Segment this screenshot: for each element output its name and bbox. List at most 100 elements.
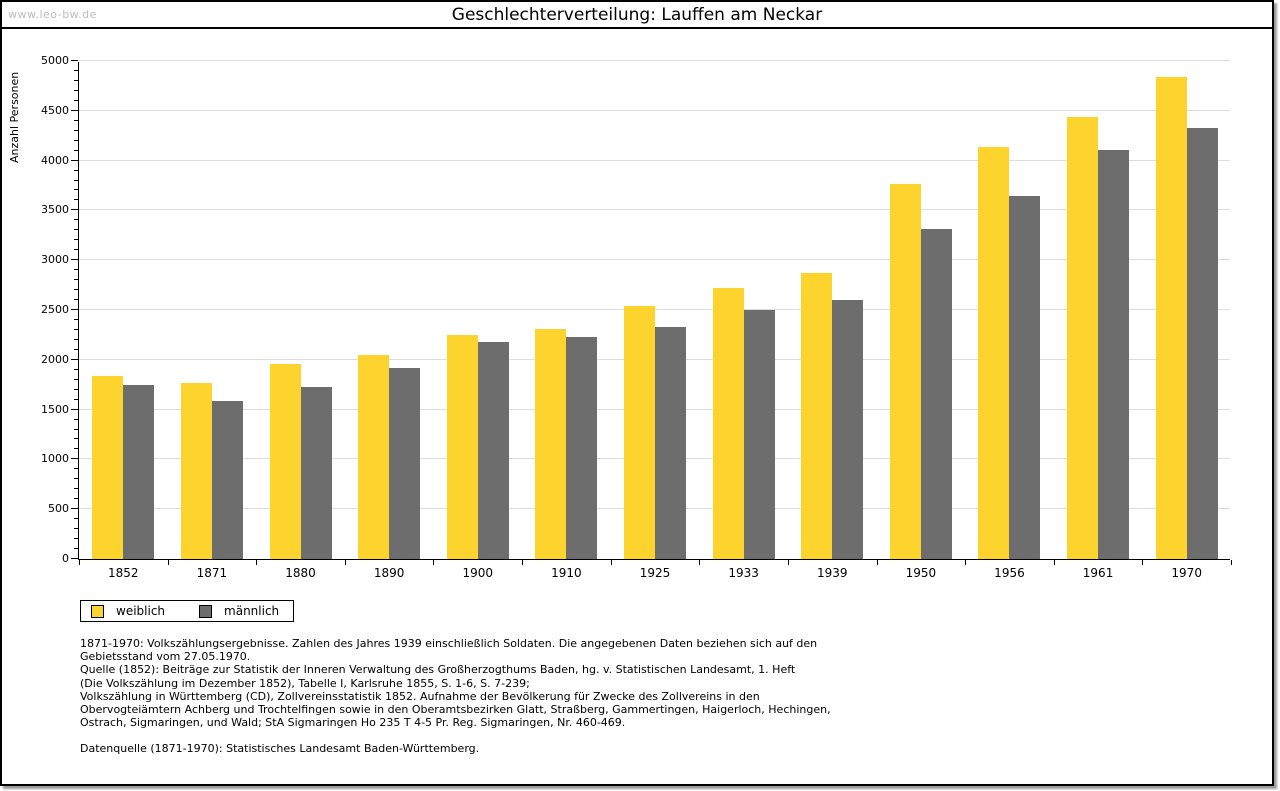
y-minor-tick [74, 398, 78, 400]
bar-weiblich [92, 375, 124, 559]
legend-item-weiblich: weiblich [91, 604, 165, 618]
y-minor-tick [74, 418, 78, 420]
legend: weiblich männlich [80, 600, 295, 622]
x-tick-label: 1956 [994, 566, 1025, 580]
y-gridline [79, 60, 1230, 61]
y-minor-tick [74, 538, 78, 540]
y-minor-tick [74, 438, 78, 440]
x-axis-tick [433, 560, 435, 565]
y-tick-label: 3500 [41, 203, 69, 217]
bar-maennlich [389, 367, 421, 559]
y-major-tick [71, 309, 78, 310]
bar-weiblich [978, 146, 1010, 559]
x-tick-label: 1925 [639, 566, 671, 580]
y-minor-tick [74, 498, 78, 500]
x-tick-label: 1910 [551, 566, 582, 580]
y-minor-tick [74, 229, 78, 231]
y-minor-tick [74, 338, 78, 340]
y-minor-tick [74, 488, 78, 490]
y-minor-tick [74, 99, 78, 101]
y-minor-tick [74, 548, 78, 550]
y-minor-tick [74, 388, 78, 390]
x-tick-label: 1900 [462, 566, 494, 580]
legend-swatch-icon [199, 604, 213, 618]
x-tick-label: 1852 [108, 566, 139, 580]
y-tick-label: 4500 [41, 103, 69, 117]
chart-title: Geschlechterverteilung: Lauffen am Necka… [451, 5, 823, 25]
bar-weiblich [358, 354, 390, 559]
y-minor-tick [74, 119, 78, 121]
bar-weiblich [624, 306, 655, 559]
chart-header: www.leo-bw.de Geschlechterverteilung: La… [2, 2, 1272, 29]
bar-weiblich [446, 334, 478, 559]
bar-maennlich [477, 341, 509, 559]
y-minor-tick [74, 69, 78, 71]
y-minor-tick [74, 239, 78, 241]
y-major-tick [71, 458, 78, 460]
y-minor-tick [74, 518, 78, 520]
x-axis-tick [1142, 560, 1144, 565]
bar-weiblich [712, 288, 744, 559]
y-major-tick [71, 408, 78, 410]
y-minor-tick [74, 328, 78, 330]
x-axis-tick [79, 560, 80, 565]
x-axis-tick [167, 560, 169, 565]
y-minor-tick [74, 348, 78, 350]
legend-swatch-icon [91, 604, 104, 618]
y-minor-tick [74, 318, 78, 320]
y-minor-tick [74, 269, 78, 271]
bar-maennlich [743, 310, 775, 559]
bar-maennlich [920, 229, 952, 559]
y-tick-label: 5000 [41, 54, 69, 67]
footnote-line: Quelle (1852): Beiträge zur Statistik de… [80, 663, 796, 677]
x-axis-tick [965, 560, 967, 565]
y-minor-tick [74, 179, 78, 181]
x-tick-label: 1880 [285, 566, 316, 580]
y-minor-tick [74, 428, 78, 430]
x-axis-tick [699, 560, 701, 565]
footnote-line: (Die Volkszählung im Dezember 1852), Tab… [80, 676, 530, 690]
y-minor-tick [74, 79, 78, 81]
y-gridline [79, 109, 1230, 111]
y-minor-tick [74, 149, 78, 151]
bar-maennlich [300, 386, 332, 559]
y-gridline [79, 259, 1230, 261]
legend-item-männlich: männlich [199, 604, 279, 618]
data-source-line: Datenquelle (1871-1970): Statistisches L… [80, 742, 480, 756]
y-major-tick [71, 358, 78, 360]
y-axis-title: Anzahl Personen [8, 71, 21, 163]
bar-weiblich [1067, 116, 1099, 559]
legend-label: weiblich [116, 604, 166, 618]
footnote-line: Obervogteiämtern Achberg und Trochtelfin… [80, 703, 831, 717]
x-axis-tick [522, 560, 524, 565]
plot-area: 0 500 1000 1500 2000 2500 3000 3500 4000 4500 5000… [41, 54, 1232, 580]
footnote-line: Ostrach, Sigmaringen, und Wald; StA Sigm… [80, 716, 626, 730]
y-minor-tick [74, 199, 78, 201]
y-minor-tick [74, 478, 78, 480]
y-minor-tick [74, 169, 78, 171]
x-axis-tick [876, 560, 878, 565]
y-minor-tick [74, 189, 78, 191]
x-tick-label: 1970 [1171, 566, 1202, 580]
y-tick-label: 0 [62, 552, 69, 565]
footnote-line: 1871-1970: Volkszählungsergebnisse. Zahl… [80, 637, 818, 650]
y-tick-label: 2500 [41, 303, 69, 316]
footnotes: 1871-1970: Volkszählungsergebnisse. Zahl… [80, 637, 1232, 756]
y-tick-label: 4000 [41, 153, 69, 167]
bar-maennlich [1186, 127, 1218, 559]
y-minor-tick [74, 448, 78, 450]
y-minor-tick [74, 219, 78, 221]
y-minor-tick [74, 289, 78, 291]
site-watermark: www.leo-bw.de [8, 8, 97, 21]
x-tick-label: 1950 [905, 566, 937, 580]
bar-maennlich [655, 326, 686, 559]
bar-weiblich [889, 183, 921, 559]
y-major-tick [71, 508, 78, 510]
x-tick-label: 1890 [373, 566, 405, 580]
y-minor-tick [74, 378, 78, 380]
y-tick-label: 3000 [41, 253, 69, 267]
y-minor-tick [74, 249, 78, 251]
y-major-tick [71, 209, 78, 211]
legend-label: männlich [224, 604, 280, 618]
